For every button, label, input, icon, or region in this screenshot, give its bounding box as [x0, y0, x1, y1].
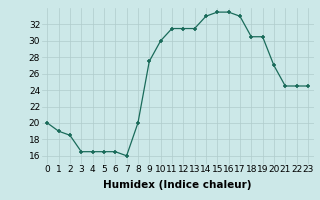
X-axis label: Humidex (Indice chaleur): Humidex (Indice chaleur): [103, 180, 252, 190]
